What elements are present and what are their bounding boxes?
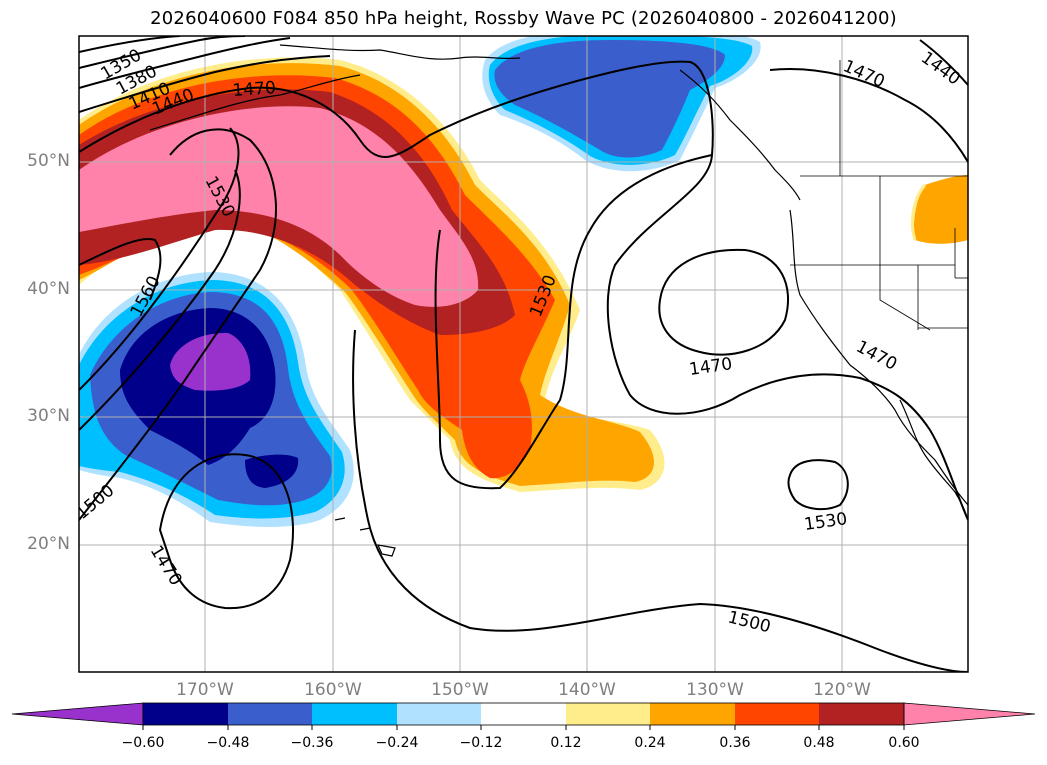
contour-1470-north <box>79 60 968 521</box>
trough-level-0.60 <box>170 332 251 391</box>
colorbar-tick-label: 0.12 <box>550 735 582 751</box>
contour-1530-mid <box>79 169 241 431</box>
contour-1470-northeast <box>769 68 968 163</box>
contour-1470-south <box>158 453 294 610</box>
colorbar-seg-1 <box>143 703 228 725</box>
ridge-right-edge <box>913 175 968 244</box>
contour-1440 <box>79 55 331 113</box>
negative-anomaly-west <box>79 272 354 527</box>
colorbar-seg-2 <box>228 703 312 725</box>
negative-anomaly-north <box>482 36 761 172</box>
trough-level-0.48-patch <box>245 454 299 488</box>
ridge-right-edge-fringe <box>911 184 927 241</box>
colorbar-tick-label: −0.60 <box>121 735 165 751</box>
colorbar-tick-label: 0.60 <box>888 735 920 751</box>
contour-1530 <box>79 127 240 391</box>
colorbar-seg-4 <box>397 703 481 725</box>
colorbar-tick-label: 0.48 <box>803 735 835 751</box>
colorbar-tick-label: 0.36 <box>719 735 751 751</box>
lon-label-130w: 130°W <box>686 680 744 700</box>
trough-n-level-0.36 <box>494 40 725 158</box>
lon-label-150w: 150°W <box>431 680 489 700</box>
alaska-peninsula <box>149 74 361 131</box>
map-title: 2026040600 F084 850 hPa height, Rossby W… <box>150 8 897 29</box>
colorbar-extend-high <box>903 702 1036 726</box>
colorbar-tick-label: −0.24 <box>375 735 419 751</box>
colorbar <box>11 702 1036 730</box>
lat-label-40n: 40°N <box>27 279 70 299</box>
contour-1500-main <box>352 329 968 672</box>
colorbar-tick-label: −0.12 <box>459 735 503 751</box>
contour-1500-west <box>79 128 277 521</box>
contour-1350 <box>79 36 181 53</box>
lon-label-170w: 170°W <box>176 680 234 700</box>
lon-label-120w: 120°W <box>813 680 871 700</box>
contour-label: 1470 <box>232 78 277 101</box>
colorbar-seg-5 <box>481 703 566 725</box>
lat-label-50n: 50°N <box>27 151 70 171</box>
political-borders <box>790 60 968 331</box>
lat-label-30n: 30°N <box>27 406 70 426</box>
colorbar-tick-label: 0.24 <box>634 735 666 751</box>
colorbar-seg-9 <box>819 703 904 725</box>
contour-1530-main <box>434 154 713 490</box>
colorbar-tick-label: −0.36 <box>290 735 334 751</box>
colorbar-seg-8 <box>735 703 819 725</box>
plot-area: 1350 1380 1410 1440 1470 1530 1560 1500 … <box>79 36 968 672</box>
canada-coast <box>679 69 801 201</box>
lon-label-160w: 160°W <box>304 680 362 700</box>
contour-1560 <box>79 238 162 301</box>
lon-label-140w: 140°W <box>558 680 616 700</box>
contour-1530-south <box>787 459 849 511</box>
colorbar-tick-label: −0.48 <box>206 735 250 751</box>
alaska-coast <box>279 44 521 60</box>
colorbar-seg-7 <box>650 703 735 725</box>
contour-1470-loop <box>658 248 790 356</box>
plot-frame <box>78 35 969 673</box>
height-contours <box>79 36 968 672</box>
gridlines <box>79 36 968 672</box>
contour-1440-northeast <box>919 39 968 86</box>
contour-1410 <box>79 37 291 89</box>
colorbar-seg-6 <box>566 703 650 725</box>
lat-label-20n: 20°N <box>27 534 70 554</box>
colorbar-extend-low <box>11 702 144 726</box>
colorbar-frame <box>142 702 905 726</box>
colorbar-seg-3 <box>312 703 397 725</box>
hawaii-islands <box>334 517 396 557</box>
